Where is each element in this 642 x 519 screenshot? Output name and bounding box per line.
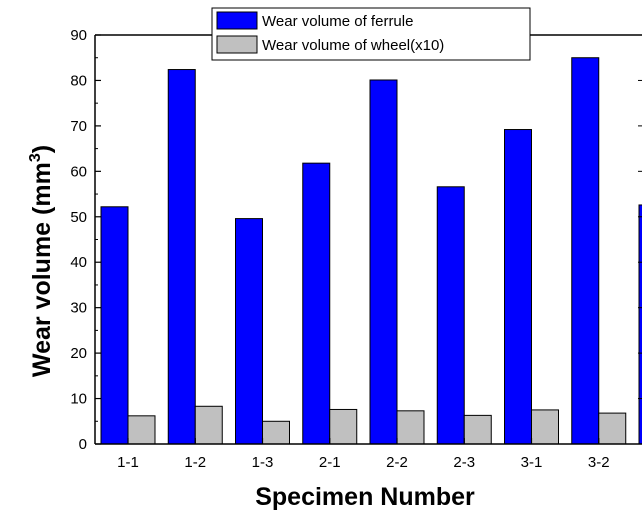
x-tick-label-2-2: 2-2 bbox=[386, 454, 408, 471]
bar-ferrule-2-1 bbox=[302, 162, 331, 445]
y-tick-label-60: 60 bbox=[70, 163, 87, 180]
legend-swatch-ferrule bbox=[216, 11, 258, 30]
x-axis-title: Specimen Number bbox=[255, 483, 475, 511]
y-tick-label-80: 80 bbox=[70, 72, 87, 89]
bar-wheel-2-1 bbox=[329, 408, 358, 445]
bar-ferrule-1-3 bbox=[235, 218, 263, 445]
y-tick-label-30: 30 bbox=[70, 300, 87, 317]
bar-wheel-3-1 bbox=[531, 409, 559, 445]
bar-ferrule-1-1 bbox=[100, 206, 129, 445]
y-axis-title: Wear volume (mm3) bbox=[27, 145, 56, 377]
y-tick-label-20: 20 bbox=[70, 345, 87, 362]
axes-layer: 0 10 20 30 40 50 60 70 80 90 1-1 1-2 1-3 2-1 2-2 2-3 3-1… bbox=[70, 27, 642, 471]
y-axis-title-main: Wear volume (mm bbox=[28, 162, 56, 377]
x-tick-label-3-2: 3-2 bbox=[588, 454, 610, 471]
legend-box bbox=[211, 7, 531, 61]
x-tick-label-1-1: 1-1 bbox=[117, 454, 139, 471]
x-tick-label-1-3: 1-3 bbox=[252, 454, 274, 471]
legend-swatch-wheel bbox=[216, 35, 258, 54]
bar-wheel-1-2 bbox=[194, 405, 223, 445]
bar-wheel-2-2 bbox=[396, 410, 425, 445]
y-tick-label-0: 0 bbox=[79, 436, 87, 453]
bar-wheel-2-3 bbox=[463, 414, 492, 445]
y-tick-label-40: 40 bbox=[70, 254, 87, 271]
legend-label-ferrule: Wear volume of ferrule bbox=[262, 13, 413, 30]
y-axis-title-close: ) bbox=[28, 145, 56, 153]
y-axis-title-superscript: 3 bbox=[27, 153, 44, 162]
y-tick-label-70: 70 bbox=[70, 118, 87, 135]
legend: Wear volume of ferrule Wear volume of whe… bbox=[211, 7, 531, 61]
legend-label-wheel: Wear volume of wheel(x10) bbox=[262, 37, 444, 54]
bars-layer bbox=[100, 57, 642, 445]
x-tick-label-2-3: 2-3 bbox=[453, 454, 475, 471]
y-tick-label-90: 90 bbox=[70, 27, 87, 44]
x-tick-label-1-2: 1-2 bbox=[184, 454, 206, 471]
bar-ferrule-1-2 bbox=[167, 69, 196, 445]
bar-wheel-3-2 bbox=[598, 412, 627, 445]
y-tick-label-10: 10 bbox=[70, 391, 87, 408]
bar-ferrule-3-2 bbox=[571, 57, 600, 445]
x-tick-label-3-1: 3-1 bbox=[521, 454, 543, 471]
bar-wheel-1-1 bbox=[127, 415, 156, 445]
bar-ferrule-3-3 bbox=[638, 204, 642, 445]
bar-ferrule-2-2 bbox=[369, 79, 398, 445]
bar-ferrule-3-1 bbox=[504, 129, 532, 445]
bar-ferrule-2-3 bbox=[436, 186, 465, 445]
y-tick-label-50: 50 bbox=[70, 209, 87, 226]
bar-wheel-1-3 bbox=[262, 420, 290, 445]
x-tick-label-2-1: 2-1 bbox=[319, 454, 341, 471]
